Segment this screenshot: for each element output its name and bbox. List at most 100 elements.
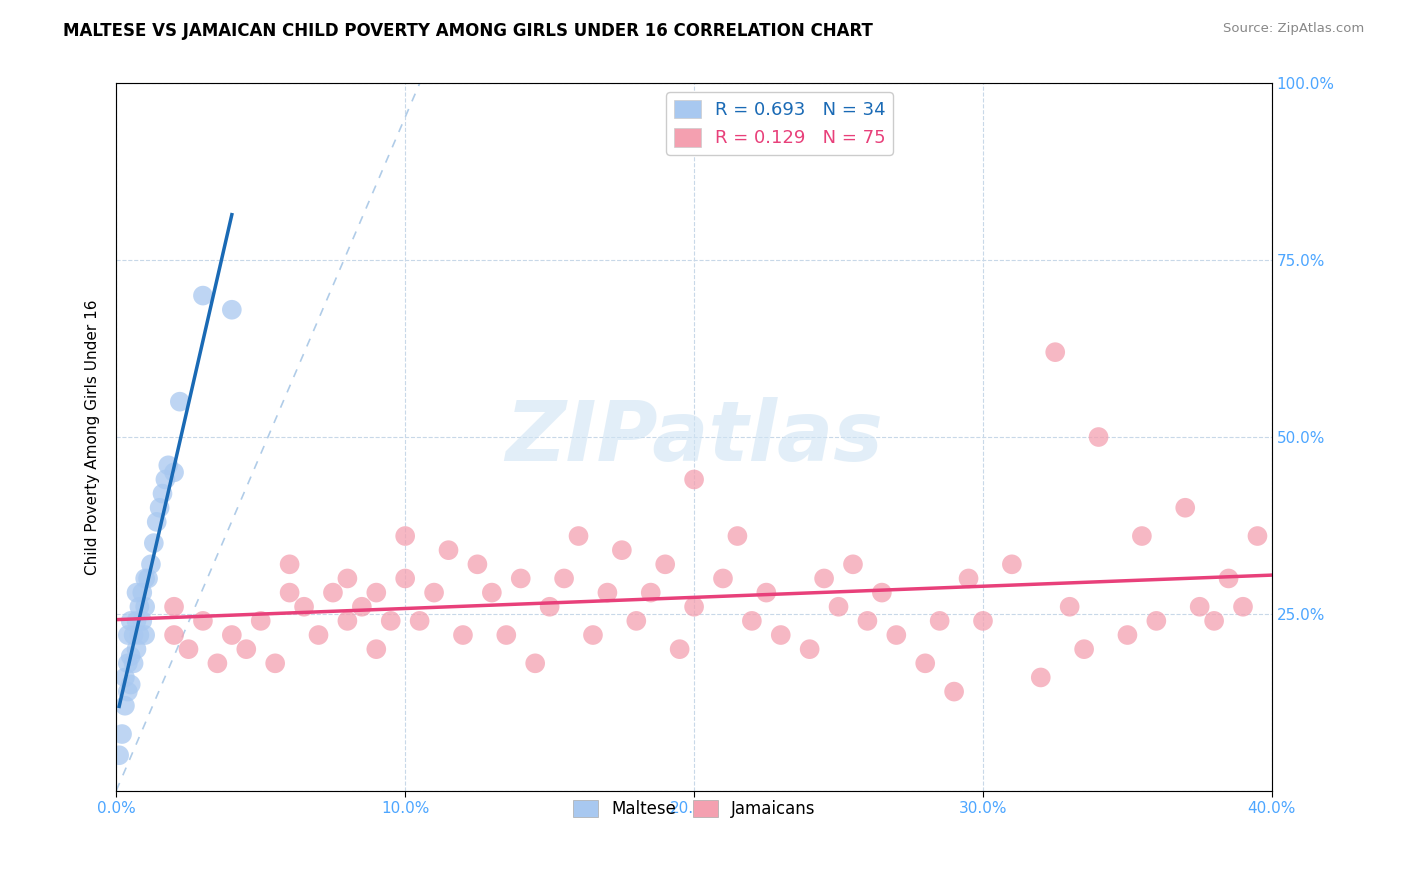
- Point: [610, 543, 633, 558]
- Point: [683, 599, 706, 614]
- Point: [114, 698, 136, 713]
- Point: [134, 571, 156, 585]
- Point: [842, 558, 865, 572]
- Point: [870, 585, 893, 599]
- Point: [336, 571, 359, 585]
- Point: [711, 571, 734, 585]
- Point: [350, 599, 373, 614]
- Point: [380, 614, 402, 628]
- Point: [467, 558, 489, 572]
- Point: [134, 599, 156, 614]
- Point: [207, 657, 229, 671]
- Point: [799, 642, 821, 657]
- Point: [538, 599, 561, 614]
- Point: [149, 500, 172, 515]
- Point: [394, 529, 416, 543]
- Point: [163, 628, 186, 642]
- Point: [120, 677, 142, 691]
- Point: [249, 614, 271, 628]
- Point: [856, 614, 879, 628]
- Point: [111, 727, 134, 741]
- Point: [1246, 529, 1268, 543]
- Point: [131, 614, 153, 628]
- Point: [914, 657, 936, 671]
- Text: ZIPatlas: ZIPatlas: [505, 397, 883, 477]
- Point: [128, 628, 150, 642]
- Point: [155, 473, 177, 487]
- Point: [128, 599, 150, 614]
- Point: [292, 599, 315, 614]
- Point: [957, 571, 980, 585]
- Point: [884, 628, 907, 642]
- Point: [122, 628, 145, 642]
- Point: [221, 302, 243, 317]
- Point: [157, 458, 180, 473]
- Y-axis label: Child Poverty Among Girls Under 16: Child Poverty Among Girls Under 16: [86, 300, 100, 574]
- Point: [928, 614, 950, 628]
- Point: [1087, 430, 1109, 444]
- Point: [142, 536, 165, 550]
- Point: [125, 642, 148, 657]
- Point: [394, 571, 416, 585]
- Point: [336, 614, 359, 628]
- Point: [308, 628, 330, 642]
- Point: [755, 585, 778, 599]
- Point: [1232, 599, 1254, 614]
- Point: [582, 628, 605, 642]
- Point: [191, 614, 214, 628]
- Point: [152, 486, 174, 500]
- Point: [725, 529, 748, 543]
- Point: [264, 657, 287, 671]
- Point: [177, 642, 200, 657]
- Point: [827, 599, 849, 614]
- Point: [769, 628, 792, 642]
- Point: [163, 599, 186, 614]
- Legend: Maltese, Jamaicans: Maltese, Jamaicans: [567, 793, 823, 825]
- Point: [1045, 345, 1067, 359]
- Point: [408, 614, 430, 628]
- Point: [741, 614, 763, 628]
- Point: [654, 558, 676, 572]
- Point: [1116, 628, 1139, 642]
- Point: [131, 585, 153, 599]
- Point: [114, 670, 136, 684]
- Point: [122, 657, 145, 671]
- Point: [139, 558, 162, 572]
- Point: [972, 614, 994, 628]
- Text: MALTESE VS JAMAICAN CHILD POVERTY AMONG GIRLS UNDER 16 CORRELATION CHART: MALTESE VS JAMAICAN CHILD POVERTY AMONG …: [63, 22, 873, 40]
- Point: [1001, 558, 1024, 572]
- Point: [943, 684, 966, 698]
- Point: [278, 558, 301, 572]
- Point: [1130, 529, 1153, 543]
- Point: [120, 649, 142, 664]
- Point: [322, 585, 344, 599]
- Point: [640, 585, 662, 599]
- Point: [221, 628, 243, 642]
- Point: [437, 543, 460, 558]
- Point: [120, 614, 142, 628]
- Point: [125, 585, 148, 599]
- Point: [1204, 614, 1226, 628]
- Point: [1073, 642, 1095, 657]
- Point: [1029, 670, 1052, 684]
- Point: [235, 642, 257, 657]
- Point: [668, 642, 690, 657]
- Point: [596, 585, 619, 599]
- Point: [509, 571, 531, 585]
- Point: [813, 571, 835, 585]
- Point: [1059, 599, 1081, 614]
- Point: [495, 628, 517, 642]
- Point: [366, 642, 388, 657]
- Point: [481, 585, 503, 599]
- Point: [423, 585, 446, 599]
- Point: [683, 473, 706, 487]
- Point: [145, 515, 167, 529]
- Point: [1218, 571, 1240, 585]
- Point: [553, 571, 575, 585]
- Point: [567, 529, 589, 543]
- Point: [1188, 599, 1211, 614]
- Point: [191, 288, 214, 302]
- Point: [134, 628, 156, 642]
- Point: [117, 628, 139, 642]
- Point: [451, 628, 474, 642]
